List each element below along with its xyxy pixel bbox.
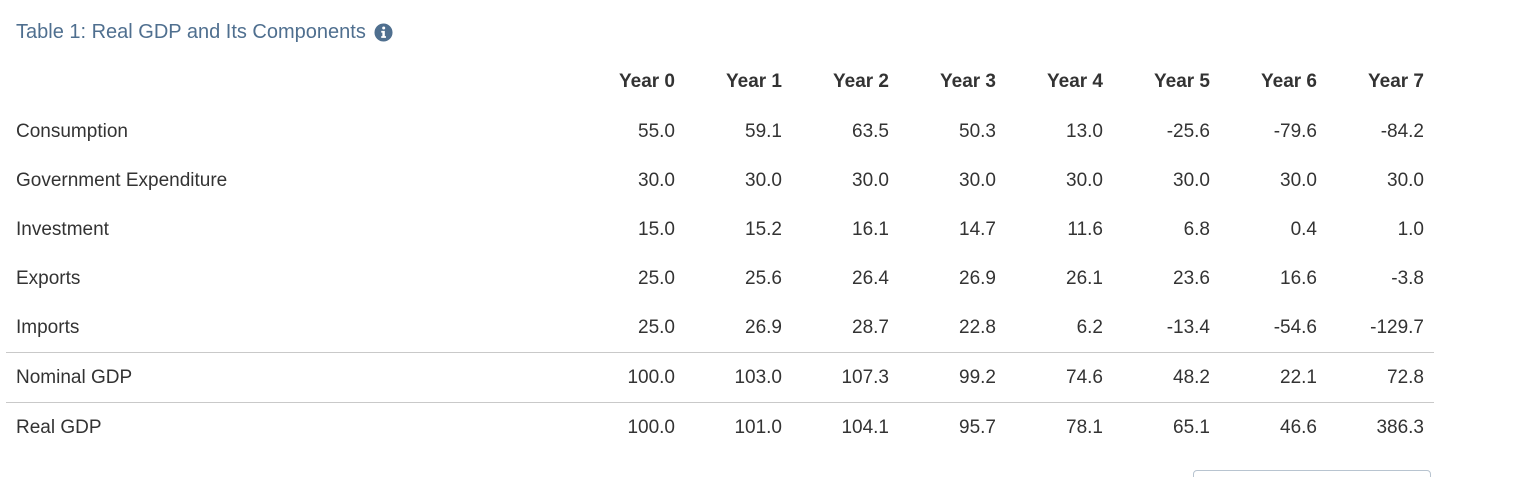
table-cell: 100.0: [578, 352, 685, 403]
table-header-row: Year 0 Year 1 Year 2 Year 3 Year 4 Year …: [6, 57, 1434, 107]
header-year-0: Year 0: [619, 71, 675, 92]
table-title-row: Table 1: Real GDP and Its Components: [16, 19, 393, 45]
table-cell: 107.3: [792, 352, 899, 403]
table-cell: 30.0: [1173, 169, 1210, 191]
table-cell: 23.6: [1173, 267, 1210, 289]
table-cell: 101.0: [685, 402, 792, 452]
table-cell: 30.0: [638, 169, 675, 191]
table-cell: 6.8: [1183, 218, 1210, 240]
table-cell: 63.5: [852, 120, 889, 142]
table-cell: 15.0: [638, 218, 675, 240]
table-cell: 99.2: [899, 352, 1006, 403]
header-year-2: Year 2: [833, 71, 889, 92]
table-cell: 25.0: [638, 267, 675, 289]
row-label: Real GDP: [6, 402, 578, 452]
row-label: Consumption: [16, 120, 128, 142]
table-cell: 22.8: [959, 316, 996, 338]
table-cell: 26.9: [745, 316, 782, 338]
header-blank-cell: [6, 57, 578, 107]
row-label: Exports: [16, 267, 81, 289]
table-cell: 30.0: [959, 169, 996, 191]
table-cell: 25.6: [745, 267, 782, 289]
row-label: Nominal GDP: [6, 352, 578, 403]
info-circle-icon[interactable]: [374, 22, 393, 42]
table-cell: 0.4: [1290, 218, 1317, 240]
table-cell: -84.2: [1380, 120, 1424, 142]
header-year-1: Year 1: [726, 71, 782, 92]
table-cell: 22.1: [1220, 352, 1327, 403]
table-cell: 30.0: [1066, 169, 1103, 191]
table-cell: 55.0: [638, 120, 675, 142]
table-cell: 72.8: [1327, 352, 1434, 403]
header-year-4: Year 4: [1047, 71, 1103, 92]
table-cell: 59.1: [745, 120, 782, 142]
table-title: Table 1: Real GDP and Its Components: [16, 21, 366, 43]
table-cell: 46.6: [1220, 402, 1327, 452]
table-cell: 104.1: [792, 402, 899, 452]
table-cell: -25.6: [1166, 120, 1210, 142]
table-cell: 26.1: [1066, 267, 1103, 289]
table-row: Government Expenditure 30.0 30.0 30.0 30…: [6, 156, 1434, 205]
table-cell: 95.7: [899, 402, 1006, 452]
row-label: Imports: [16, 316, 80, 338]
table-cell: 25.0: [638, 316, 675, 338]
table-cell: 50.3: [959, 120, 996, 142]
partial-button[interactable]: [1193, 470, 1431, 477]
header-year-6: Year 6: [1261, 71, 1317, 92]
header-year-7: Year 7: [1368, 71, 1424, 92]
table-cell: 30.0: [1280, 169, 1317, 191]
table-cell: 30.0: [852, 169, 889, 191]
table-row: Investment 15.0 15.2 16.1 14.7 11.6 6.8 …: [6, 205, 1434, 254]
table-cell: -13.4: [1166, 316, 1210, 338]
table-cell: 65.1: [1113, 402, 1220, 452]
table-cell: 100.0: [578, 402, 685, 452]
row-label: Investment: [16, 218, 109, 240]
table-cell: 26.4: [852, 267, 889, 289]
table-cell: -54.6: [1273, 316, 1317, 338]
table-cell: 16.6: [1280, 267, 1317, 289]
header-year-5: Year 5: [1154, 71, 1210, 92]
table-cell: 78.1: [1006, 402, 1113, 452]
row-label: Government Expenditure: [16, 169, 228, 191]
table-cell: -129.7: [1370, 316, 1424, 338]
gdp-components-table: Year 0 Year 1 Year 2 Year 3 Year 4 Year …: [6, 57, 1434, 452]
table-cell: 14.7: [959, 218, 996, 240]
table-cell: 11.6: [1067, 218, 1103, 240]
table-cell: 13.0: [1066, 120, 1103, 142]
table-cell: 74.6: [1006, 352, 1113, 403]
table-cell: 16.1: [852, 218, 889, 240]
table-cell: -3.8: [1391, 267, 1424, 289]
table-row: Imports 25.0 26.9 28.7 22.8 6.2 -13.4 -5…: [6, 303, 1434, 353]
table-cell: 15.2: [745, 218, 782, 240]
header-year-3: Year 3: [940, 71, 996, 92]
table-row: Nominal GDP 100.0 103.0 107.3 99.2 74.6 …: [6, 352, 1434, 403]
table-cell: 103.0: [685, 352, 792, 403]
table-cell: 28.7: [852, 316, 889, 338]
table-row: Real GDP 100.0 101.0 104.1 95.7 78.1 65.…: [6, 402, 1434, 452]
table-cell: 30.0: [745, 169, 782, 191]
table-cell: 1.0: [1397, 218, 1424, 240]
table-cell: 6.2: [1076, 316, 1103, 338]
table-cell: 30.0: [1387, 169, 1424, 191]
table-cell: 48.2: [1113, 352, 1220, 403]
table-cell: 386.3: [1327, 402, 1434, 452]
table-cell: -79.6: [1273, 120, 1317, 142]
table-cell: 26.9: [959, 267, 996, 289]
table-row: Consumption 55.0 59.1 63.5 50.3 13.0 -25…: [6, 107, 1434, 156]
table-row: Exports 25.0 25.6 26.4 26.9 26.1 23.6 16…: [6, 254, 1434, 303]
